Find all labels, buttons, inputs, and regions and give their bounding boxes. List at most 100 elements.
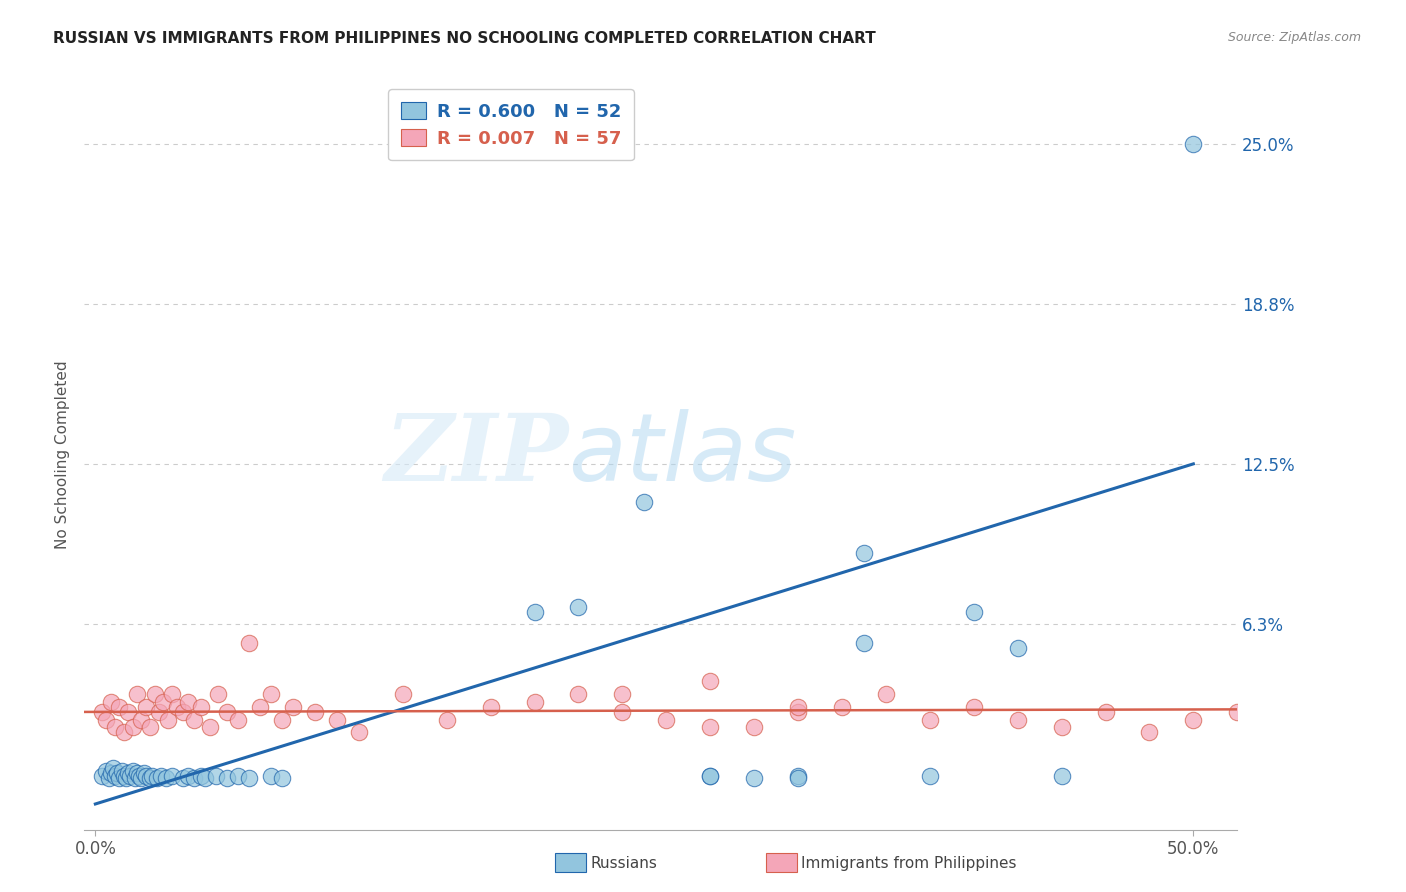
Point bbox=[115, 772, 138, 786]
Point bbox=[90, 769, 112, 783]
Point bbox=[96, 764, 118, 778]
Point bbox=[135, 699, 157, 714]
Point bbox=[699, 674, 721, 689]
Point bbox=[1139, 725, 1161, 739]
Text: Russians: Russians bbox=[591, 856, 658, 871]
Point bbox=[150, 769, 173, 783]
Text: RUSSIAN VS IMMIGRANTS FROM PHILIPPINES NO SCHOOLING COMPLETED CORRELATION CHART: RUSSIAN VS IMMIGRANTS FROM PHILIPPINES N… bbox=[53, 31, 876, 46]
Point bbox=[391, 687, 413, 701]
Point bbox=[347, 725, 370, 739]
Point bbox=[190, 769, 212, 783]
Text: Immigrants from Philippines: Immigrants from Philippines bbox=[801, 856, 1017, 871]
Point bbox=[117, 705, 139, 719]
Point bbox=[139, 720, 162, 734]
Point bbox=[120, 769, 142, 783]
Point bbox=[918, 713, 941, 727]
Point bbox=[271, 713, 294, 727]
Point bbox=[205, 769, 228, 783]
Point bbox=[128, 769, 150, 783]
Point bbox=[787, 705, 810, 719]
Point bbox=[166, 699, 188, 714]
Point bbox=[108, 772, 131, 786]
Point bbox=[1050, 720, 1073, 734]
Point bbox=[238, 636, 260, 650]
Point bbox=[146, 772, 169, 786]
Legend: R = 0.600   N = 52, R = 0.007   N = 57: R = 0.600 N = 52, R = 0.007 N = 57 bbox=[388, 89, 634, 161]
Point bbox=[125, 687, 148, 701]
Point bbox=[152, 695, 174, 709]
Point bbox=[104, 769, 127, 783]
Point bbox=[139, 772, 162, 786]
Point bbox=[260, 769, 283, 783]
Point bbox=[131, 713, 153, 727]
Point bbox=[1050, 769, 1073, 783]
Point bbox=[100, 766, 122, 780]
Point bbox=[194, 772, 217, 786]
Point bbox=[132, 766, 155, 780]
Point bbox=[105, 766, 128, 780]
Point bbox=[326, 713, 349, 727]
Point bbox=[742, 720, 765, 734]
Point bbox=[112, 725, 135, 739]
Text: ZIP: ZIP bbox=[384, 410, 568, 500]
Point bbox=[100, 695, 122, 709]
Point bbox=[1182, 713, 1205, 727]
Point bbox=[963, 605, 986, 619]
Point bbox=[207, 687, 229, 701]
Point bbox=[121, 720, 143, 734]
Point bbox=[742, 772, 765, 786]
Point bbox=[1094, 705, 1116, 719]
Point bbox=[183, 713, 205, 727]
Point bbox=[655, 713, 678, 727]
Point bbox=[852, 636, 875, 650]
Point bbox=[125, 766, 148, 780]
Text: Source: ZipAtlas.com: Source: ZipAtlas.com bbox=[1227, 31, 1361, 45]
Point bbox=[148, 705, 170, 719]
Point bbox=[135, 769, 157, 783]
Point bbox=[90, 705, 112, 719]
Point bbox=[1007, 713, 1029, 727]
Point bbox=[1226, 705, 1249, 719]
Point bbox=[112, 769, 135, 783]
Y-axis label: No Schooling Completed: No Schooling Completed bbox=[55, 360, 70, 549]
Point bbox=[831, 699, 853, 714]
Point bbox=[172, 705, 194, 719]
Point bbox=[226, 713, 249, 727]
Point bbox=[523, 605, 546, 619]
Point bbox=[108, 699, 131, 714]
Point bbox=[281, 699, 304, 714]
Point bbox=[612, 687, 634, 701]
Point bbox=[633, 495, 655, 509]
Point bbox=[156, 713, 179, 727]
Point bbox=[567, 600, 589, 615]
Point bbox=[479, 699, 502, 714]
Point bbox=[141, 769, 163, 783]
Point bbox=[198, 720, 221, 734]
Point bbox=[271, 772, 294, 786]
Point bbox=[238, 772, 260, 786]
Point bbox=[260, 687, 283, 701]
Point bbox=[104, 720, 127, 734]
Point bbox=[121, 764, 143, 778]
Point bbox=[226, 769, 249, 783]
Point bbox=[172, 772, 194, 786]
Point bbox=[183, 772, 205, 786]
Point bbox=[131, 772, 153, 786]
Point bbox=[143, 687, 166, 701]
Point bbox=[875, 687, 897, 701]
Point bbox=[787, 772, 810, 786]
Point bbox=[1007, 640, 1029, 655]
Point bbox=[963, 699, 986, 714]
Point bbox=[217, 772, 239, 786]
Text: atlas: atlas bbox=[568, 409, 797, 500]
Point bbox=[101, 761, 124, 775]
Point bbox=[567, 687, 589, 701]
Point bbox=[523, 695, 546, 709]
Point bbox=[124, 772, 146, 786]
Point bbox=[217, 705, 239, 719]
Point bbox=[304, 705, 326, 719]
Point bbox=[699, 720, 721, 734]
Point bbox=[787, 699, 810, 714]
Point bbox=[155, 772, 177, 786]
Point bbox=[612, 705, 634, 719]
